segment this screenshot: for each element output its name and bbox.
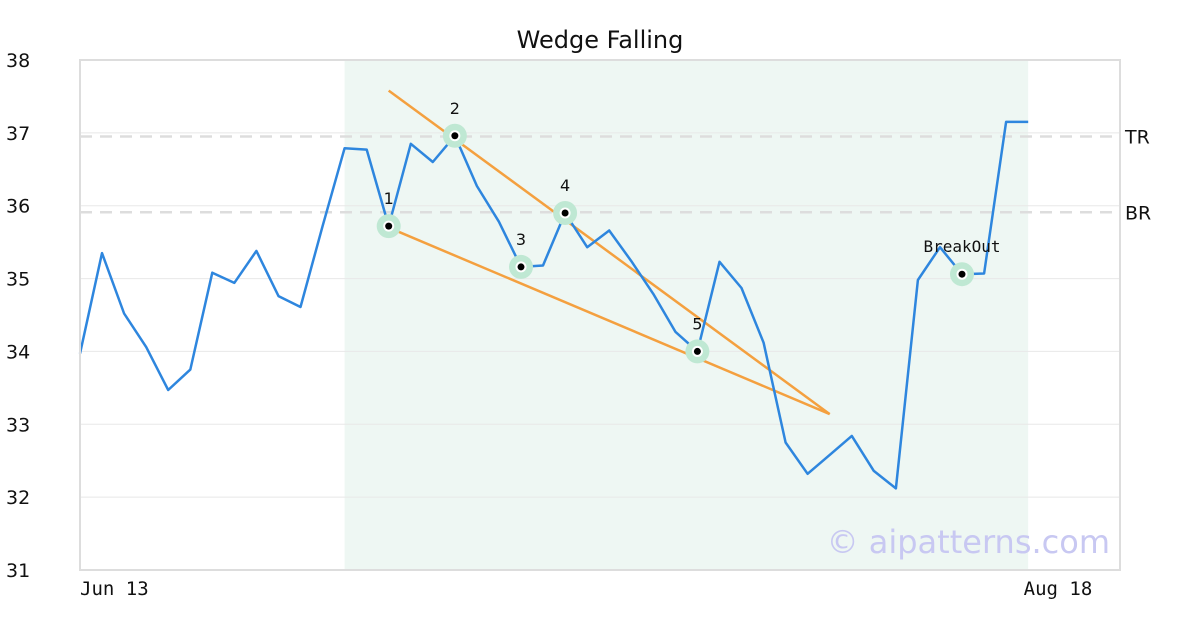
pivot-dot-3 [517, 263, 525, 271]
y-tick-label: 36 [6, 196, 30, 218]
y-axis-ticks: 31 32 33 34 35 36 37 38 [6, 50, 30, 582]
pivot-dot-4 [561, 209, 569, 217]
price-series-line [78, 120, 1029, 490]
chart-title: Wedge Falling [517, 26, 684, 54]
pivot-dot-5 [693, 347, 701, 355]
x-axis-ticks: Jun 13 Aug 18 [80, 578, 1092, 600]
pivot-dot-breakout [958, 270, 966, 278]
pivot-label-4: 4 [560, 176, 570, 195]
pivot-markers: 1 2 3 4 5 BreakOut [376, 99, 1001, 364]
y-tick-label: 34 [6, 341, 30, 363]
reference-label-tr: TR [1124, 127, 1150, 149]
x-tick-label: Jun 13 [80, 578, 149, 600]
pivot-label-2: 2 [450, 99, 460, 118]
y-tick-label: 32 [6, 487, 30, 509]
pivot-label-5: 5 [692, 314, 702, 333]
y-tick-label: 31 [6, 560, 30, 582]
pivot-dot-2 [451, 132, 459, 140]
reference-lines: TR BR [80, 127, 1151, 224]
y-tick-label: 33 [6, 414, 30, 436]
y-tick-label: 35 [6, 269, 30, 291]
y-tick-label: 37 [6, 123, 30, 145]
pivot-dot-1 [385, 222, 393, 230]
trend-line-lower [388, 226, 831, 416]
watermark-text: © aipatterns.com [827, 523, 1110, 561]
pivot-label-breakout: BreakOut [923, 237, 1000, 256]
pivot-label-3: 3 [516, 230, 526, 249]
pivot-label-1: 1 [384, 189, 394, 208]
plot-frame [79, 59, 1121, 571]
y-tick-label: 38 [6, 50, 30, 72]
reference-label-br: BR [1125, 202, 1151, 224]
x-tick-label: Aug 18 [1024, 578, 1093, 600]
